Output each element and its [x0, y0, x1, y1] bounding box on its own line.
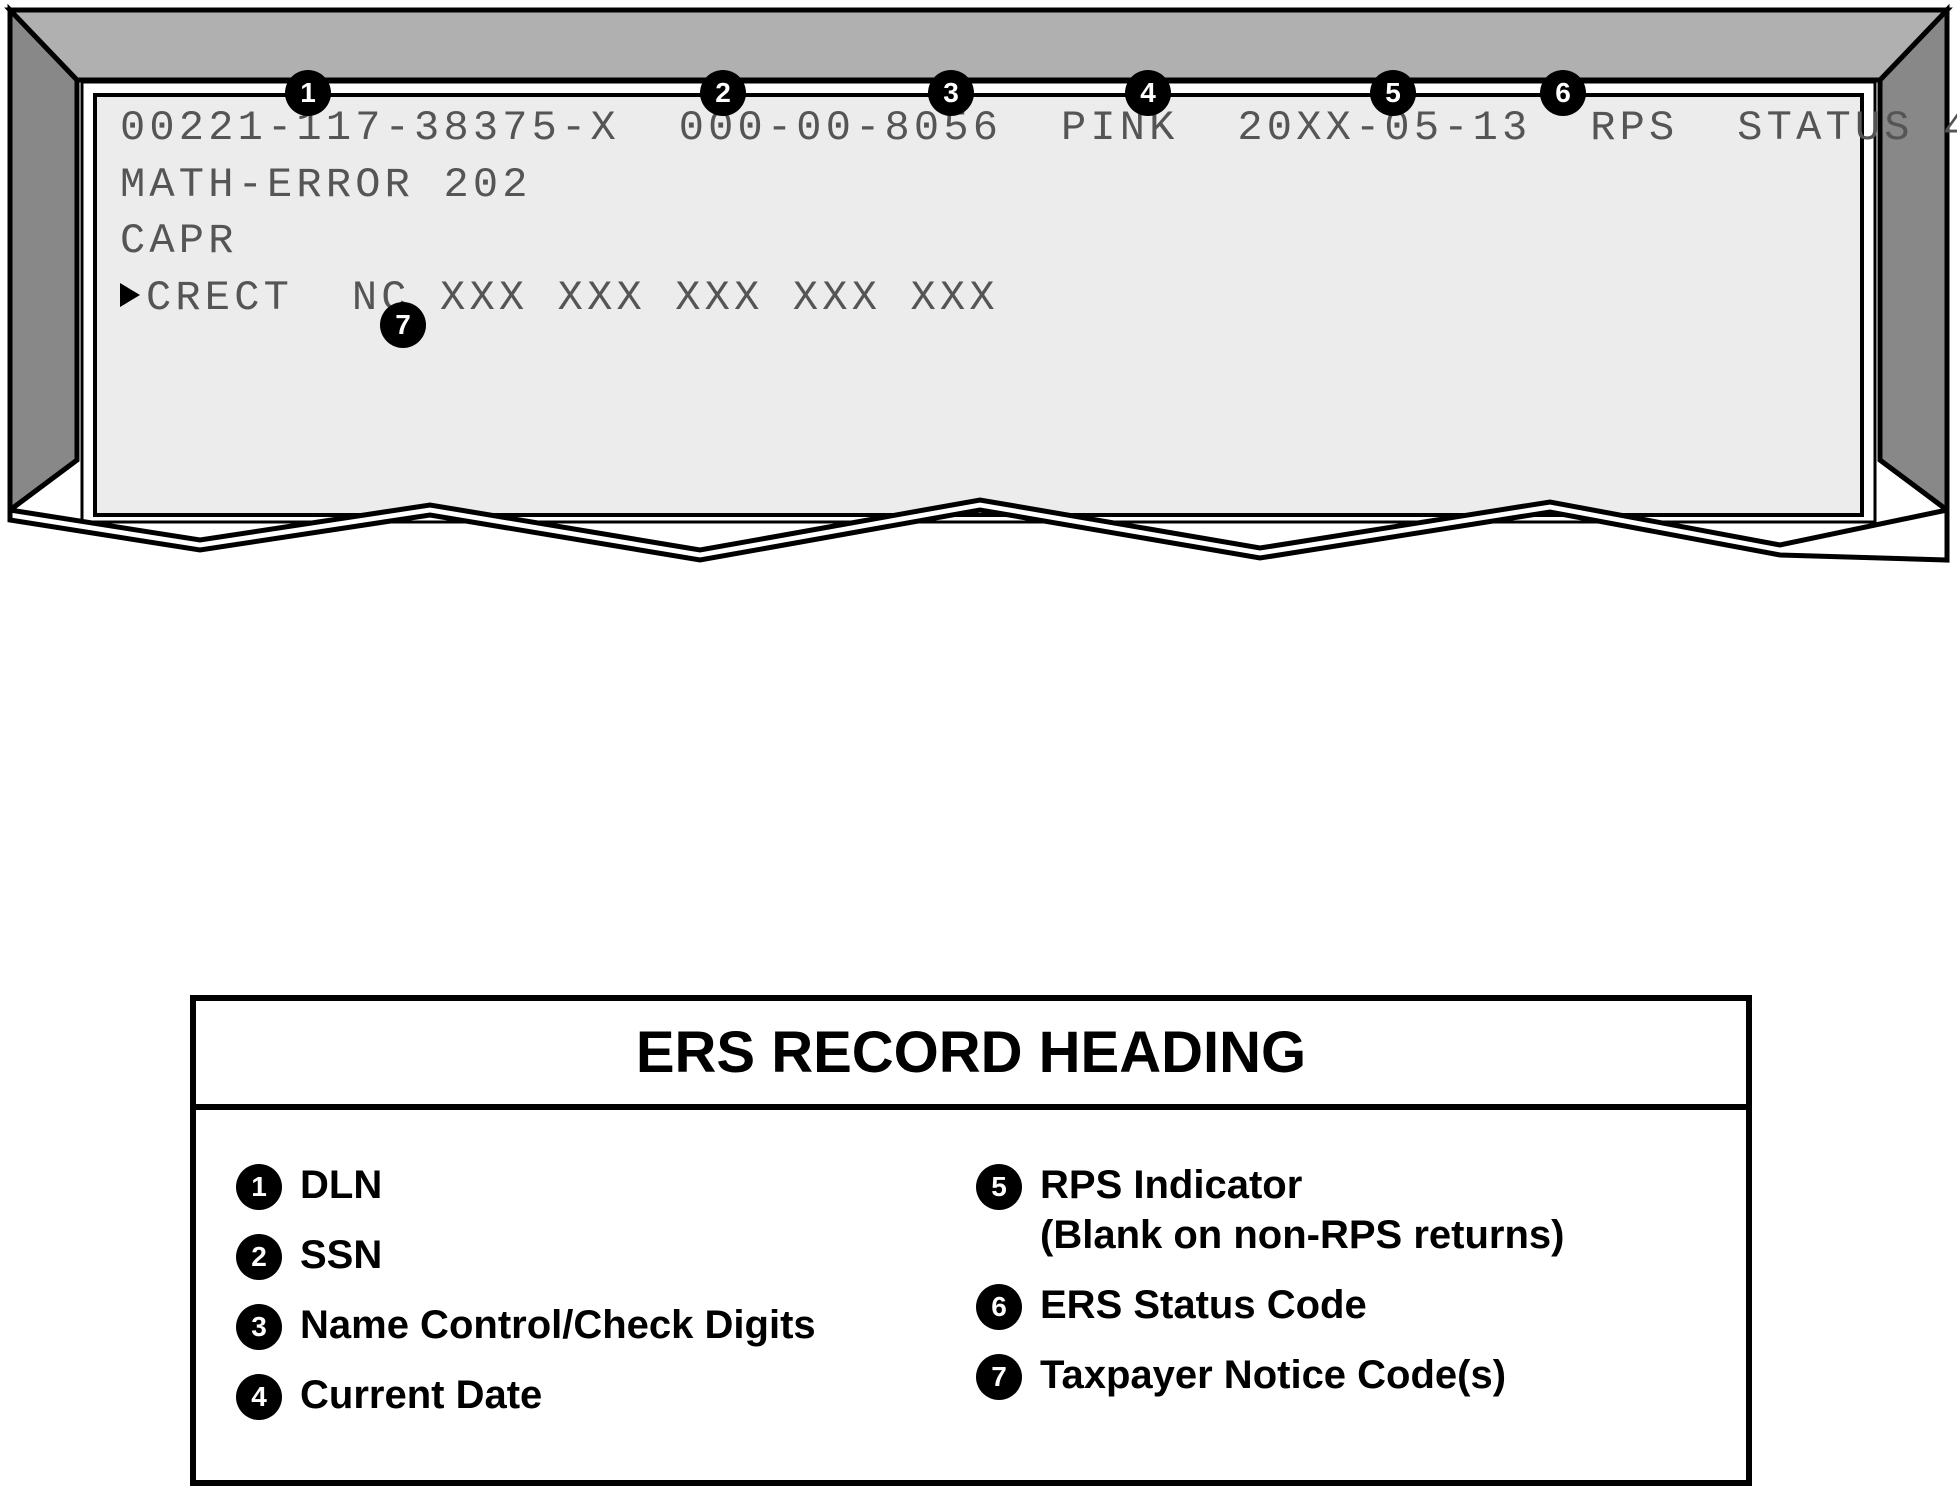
legend-label-6: ERS Status Code: [1040, 1280, 1367, 1330]
legend-item-4: 4 Current Date: [236, 1370, 976, 1420]
legend-item-3: 3 Name Control/Check Digits: [236, 1300, 976, 1350]
legend-col-left: 1 DLN 2 SSN 3 Name Control/Check Digits 4 Curre…: [236, 1140, 976, 1440]
legend-label-3: Name Control/Check Digits: [300, 1300, 816, 1350]
status-value: STATUS 421: [1737, 104, 1957, 152]
legend-item-6: 6 ERS Status Code: [976, 1280, 1716, 1330]
legend-number-4: 4: [236, 1374, 282, 1420]
rps-value: RPS: [1590, 104, 1678, 152]
legend-number-7: 7: [976, 1354, 1022, 1400]
legend-number-3: 3: [236, 1304, 282, 1350]
legend-number-2: 2: [236, 1234, 282, 1280]
legend-label-4: Current Date: [300, 1370, 542, 1420]
legend-number-5: 5: [976, 1164, 1022, 1210]
callout-5: 5: [1370, 70, 1416, 116]
legend-label-7: Taxpayer Notice Code(s): [1040, 1350, 1506, 1400]
crect-line: CRECT NC XXX XXX XXX XXX XXX: [120, 270, 1840, 327]
page: 00221-117-38375-X 000-00-8056 PINK 20XX-…: [0, 0, 1957, 1507]
callout-7: 7: [380, 302, 426, 348]
dln-value: 00221-117-38375-X: [120, 104, 620, 152]
legend-item-7: 7 Taxpayer Notice Code(s): [976, 1350, 1716, 1400]
callout-3: 3: [928, 70, 974, 116]
legend-col-right: 5 RPS Indicator(Blank on non-RPS returns)…: [976, 1140, 1716, 1440]
legend-label-1: DLN: [300, 1160, 382, 1210]
terminal-text: 00221-117-38375-X 000-00-8056 PINK 20XX-…: [120, 100, 1840, 327]
cursor-triangle-icon: [120, 283, 140, 307]
callout-1: 1: [285, 70, 331, 116]
callout-6: 6: [1540, 70, 1586, 116]
legend-title: ERS RECORD HEADING: [196, 1001, 1746, 1110]
legend-item-1: 1 DLN: [236, 1160, 976, 1210]
capr-line: CAPR: [120, 213, 1840, 270]
math-error-line: MATH-ERROR 202: [120, 157, 1840, 214]
legend-box: ERS RECORD HEADING 1 DLN 2 SSN 3 Name Control…: [190, 995, 1752, 1486]
legend-item-2: 2 SSN: [236, 1230, 976, 1280]
legend-item-5: 5 RPS Indicator(Blank on non-RPS returns): [976, 1160, 1716, 1260]
legend-body: 1 DLN 2 SSN 3 Name Control/Check Digits 4 Curre…: [196, 1110, 1746, 1480]
legend-number-6: 6: [976, 1284, 1022, 1330]
notice-codes: XXX XXX XXX XXX XXX: [440, 274, 999, 322]
legend-label-2: SSN: [300, 1230, 382, 1280]
legend-label-5: RPS Indicator(Blank on non-RPS returns): [1040, 1160, 1564, 1260]
callout-2: 2: [700, 70, 746, 116]
callout-4: 4: [1125, 70, 1171, 116]
legend-number-1: 1: [236, 1164, 282, 1210]
heading-line-1: 00221-117-38375-X 000-00-8056 PINK 20XX-…: [120, 100, 1840, 157]
